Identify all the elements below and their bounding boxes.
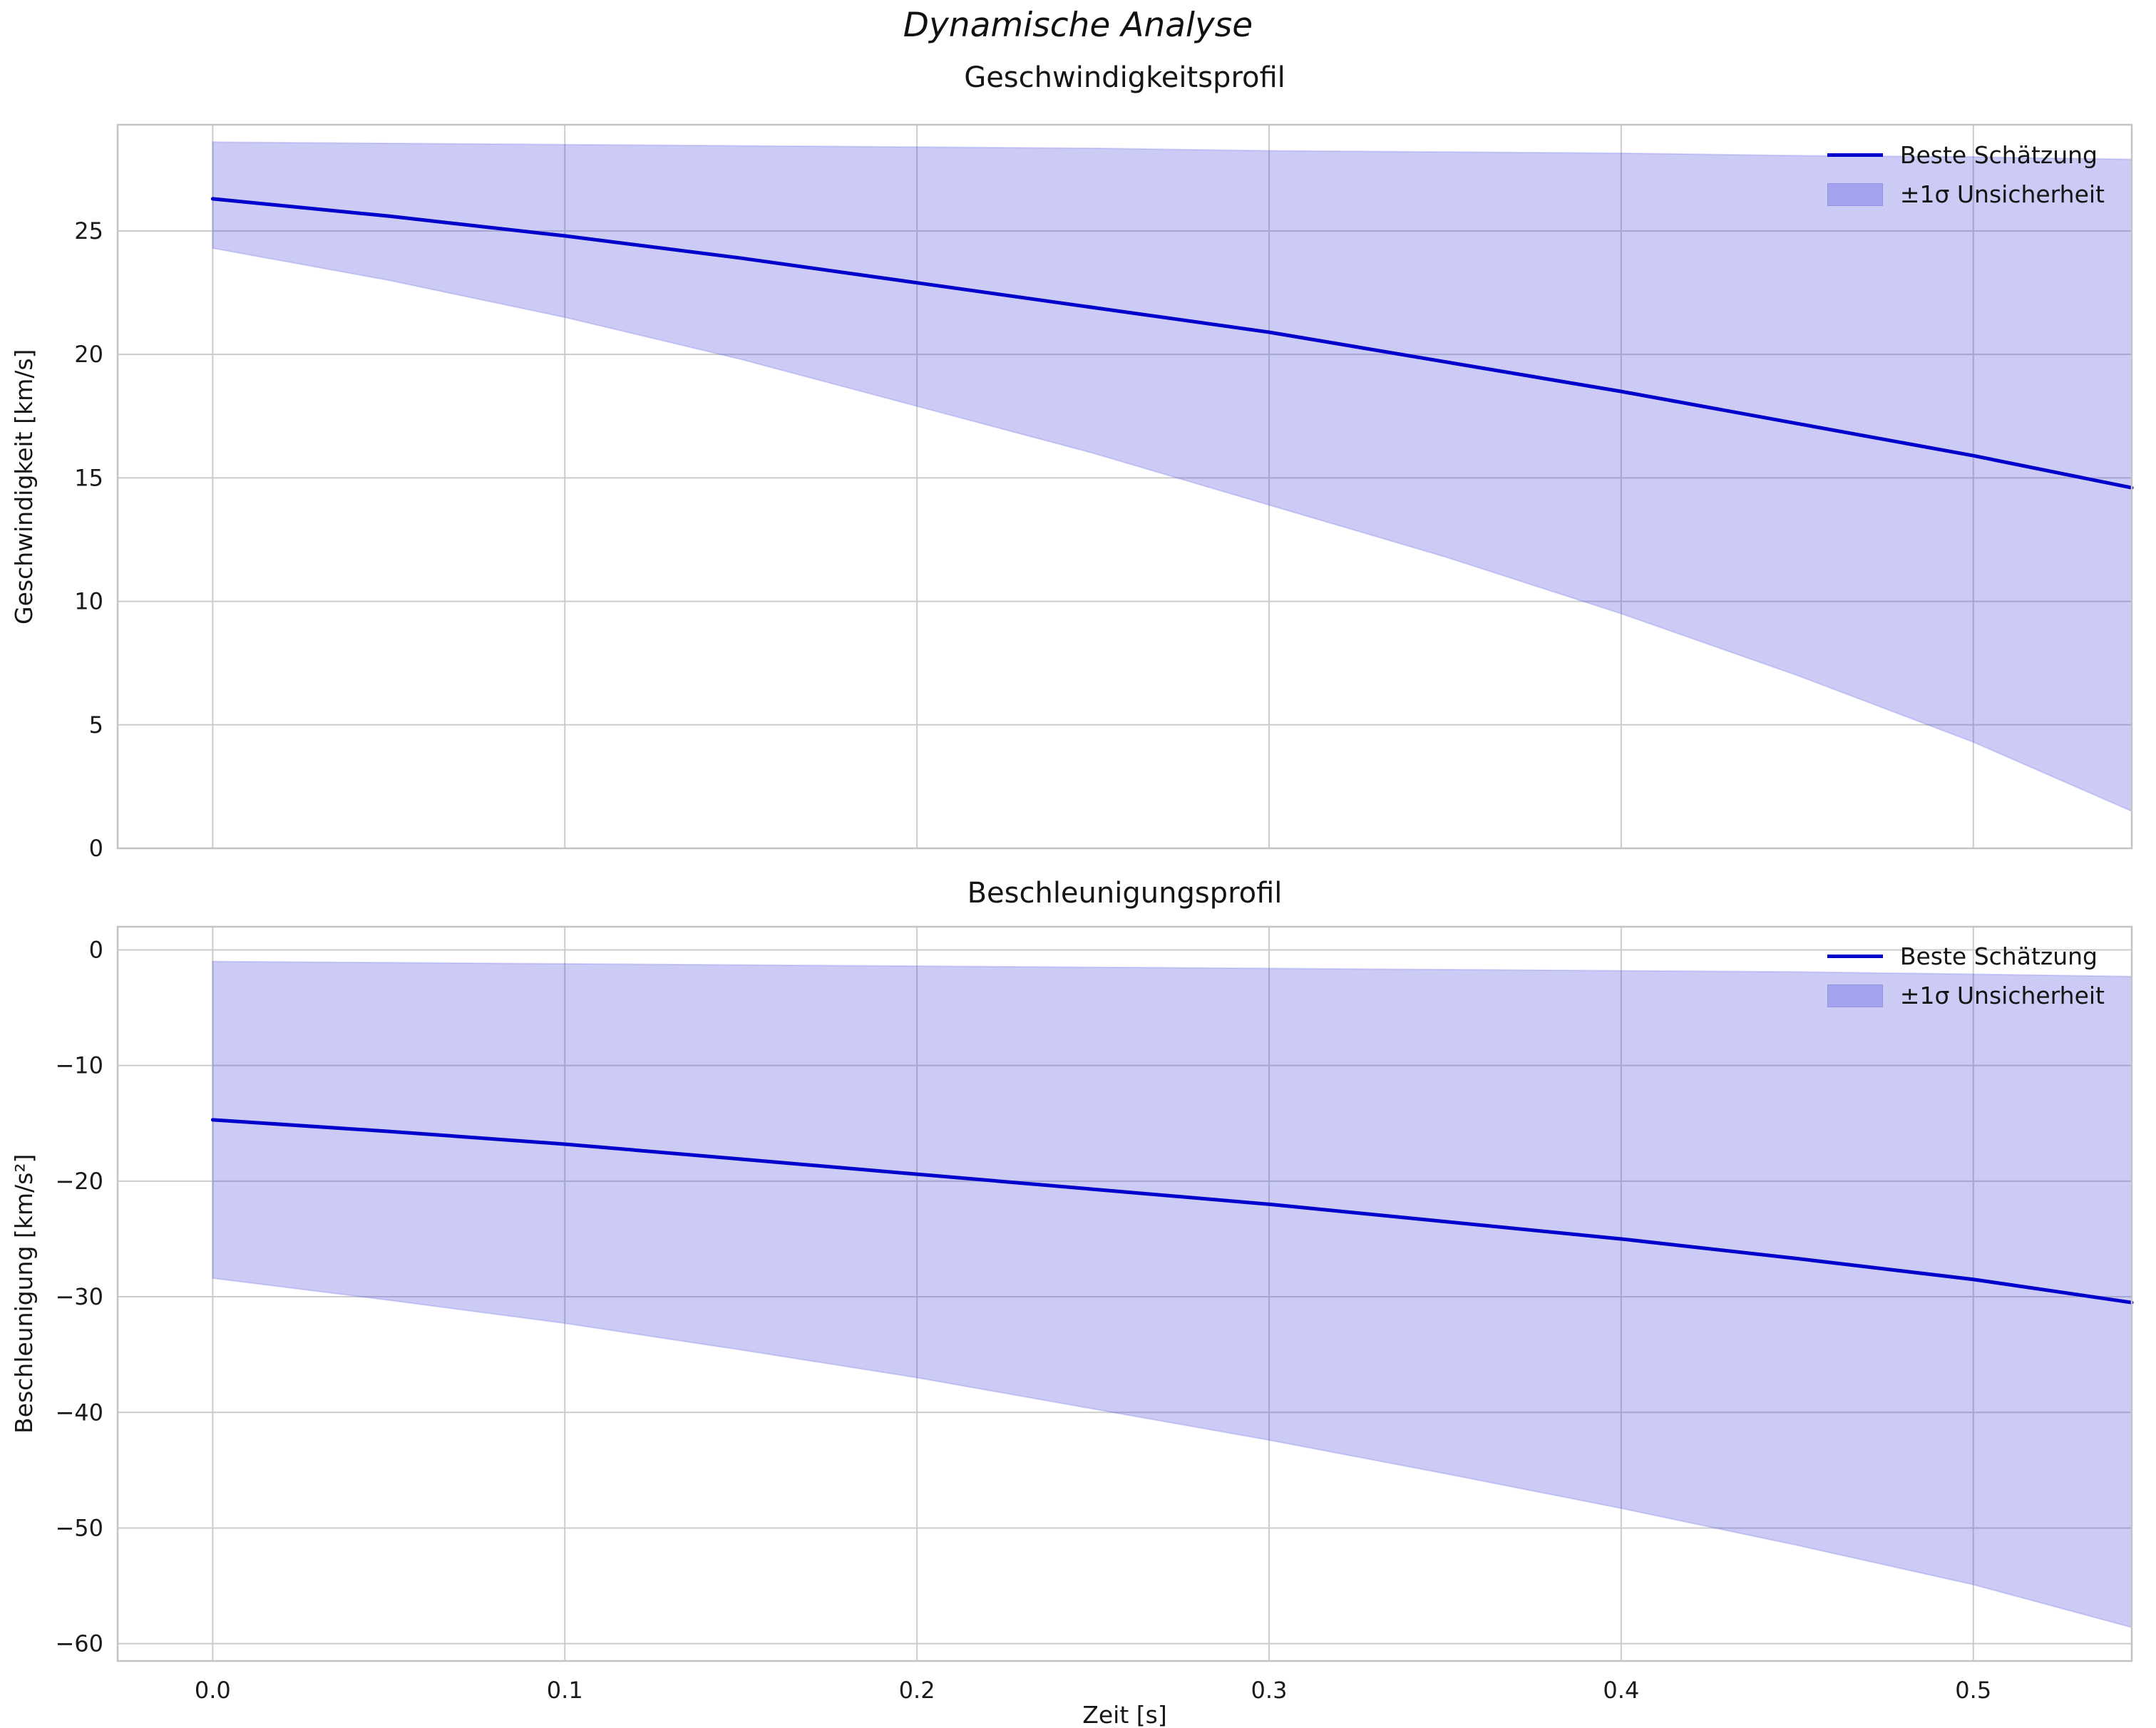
acceleration-legend: Beste Schätzung ±1σ Unsicherheit	[1827, 942, 2105, 1009]
y-tick-label: −10	[55, 1052, 103, 1079]
y-tick-label: 5	[89, 711, 103, 739]
acceleration-chart-title: Beschleunigungsprofil	[967, 877, 1283, 910]
axes-frame	[116, 123, 2133, 850]
best-estimate-line	[210, 197, 2134, 490]
best-estimate-line	[210, 1118, 2134, 1305]
acceleration-plot-area: 0 −10 −20 −30 −40 −50 −60 0.0 0.1 0.2 0.3 0.4 0.5	[55, 925, 2134, 1704]
x-tick-label: 0.3	[1251, 1677, 1288, 1704]
legend-label-uncertainty: ±1σ Unsicherheit	[1899, 982, 2105, 1009]
legend-item-best-estimate: Beste Schätzung	[1827, 942, 2105, 970]
x-tick-label: 0.4	[1603, 1677, 1639, 1704]
velocity-legend: Beste Schätzung ±1σ Unsicherheit	[1827, 141, 2105, 208]
figure-title: Dynamische Analyse	[903, 6, 1253, 45]
y-tick-label: −50	[55, 1514, 103, 1541]
velocity-chart-title: Geschwindigkeitsprofil	[964, 61, 1285, 94]
y-tick-label: 15	[74, 464, 103, 491]
line-swatch-icon	[1827, 153, 1883, 157]
y-tick-label: −20	[55, 1168, 103, 1195]
y-tick-label: 0	[89, 936, 103, 963]
y-tick-label: 20	[74, 341, 103, 368]
line-swatch-icon	[1827, 955, 1883, 958]
legend-label-best-estimate: Beste Schätzung	[1899, 942, 2098, 970]
legend-item-best-estimate: Beste Schätzung	[1827, 141, 2105, 169]
y-tick-label: 25	[74, 217, 103, 245]
band-swatch-icon	[1827, 984, 1883, 1007]
x-axis-label: Zeit [s]	[1082, 1701, 1167, 1728]
x-tick-label: 0.1	[547, 1677, 583, 1704]
x-tick-label: 0.2	[899, 1677, 935, 1704]
x-tick-label: 0.5	[1955, 1677, 1991, 1704]
velocity-plot-area: 0 5 10 15 20 25	[74, 123, 2134, 862]
axes-frame	[116, 925, 2133, 1662]
y-tick-label: 0	[89, 835, 103, 862]
legend-item-uncertainty: ±1σ Unsicherheit	[1827, 982, 2105, 1009]
legend-label-uncertainty: ±1σ Unsicherheit	[1899, 180, 2105, 208]
legend-item-uncertainty: ±1σ Unsicherheit	[1827, 180, 2105, 208]
y-tick-label: −60	[55, 1630, 103, 1657]
y-tick-label: −40	[55, 1399, 103, 1426]
y-tick-label: 10	[74, 588, 103, 615]
uncertainty-band	[212, 141, 2132, 813]
y-tick-label: −30	[55, 1283, 103, 1310]
legend-label-best-estimate: Beste Schätzung	[1899, 141, 2098, 169]
band-swatch-icon	[1827, 182, 1883, 206]
x-tick-label: 0.0	[195, 1677, 231, 1704]
